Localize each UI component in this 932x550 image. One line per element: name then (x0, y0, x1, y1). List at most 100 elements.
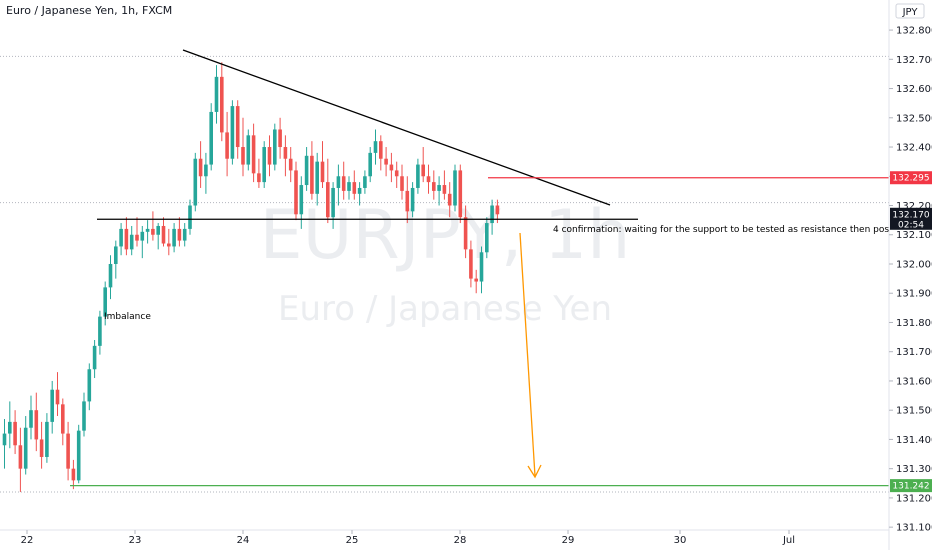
candle-body (172, 228, 176, 247)
candle (368, 147, 372, 183)
candle (421, 147, 425, 183)
watermark-name: Euro / Japanese Yen (278, 289, 612, 329)
y-tick-label: 131.400 (896, 435, 932, 446)
y-tick-label: 132.600 (896, 84, 932, 95)
price-tag-bg (890, 171, 932, 185)
candle-body (209, 111, 213, 165)
candle (490, 199, 494, 235)
candle-body (288, 158, 293, 171)
candle (288, 147, 293, 183)
candle-body (18, 445, 23, 469)
price-tag-bg (890, 207, 932, 230)
candle (135, 217, 139, 247)
candle (34, 392, 39, 452)
candle (214, 65, 219, 124)
candle (108, 255, 113, 300)
candle (267, 135, 272, 177)
candle (384, 147, 388, 177)
candle-body (469, 249, 473, 279)
candle-body (34, 410, 39, 440)
candle-body (2, 433, 7, 446)
candle-body (156, 225, 160, 235)
x-tick-label: 24 (237, 535, 250, 546)
candle-body (437, 185, 441, 191)
candles (2, 62, 500, 493)
watermark: EURJPY, 1h Euro / Japanese Yen (260, 196, 631, 329)
y-tick-label: 132.200 (896, 201, 932, 212)
x-tick-label: 28 (454, 535, 467, 546)
candle-body (453, 170, 457, 206)
candle-body (66, 433, 70, 469)
descending-trendline (182, 49, 611, 206)
candle (182, 223, 187, 247)
candle-body (283, 147, 288, 159)
candle (241, 117, 245, 177)
candle (119, 223, 123, 256)
candle-body (294, 170, 298, 215)
candle (479, 246, 484, 294)
candle (347, 176, 351, 200)
candle (294, 161, 298, 221)
candle (357, 182, 362, 206)
candle (145, 220, 150, 244)
y-tick-label: 131.200 (896, 493, 932, 504)
candle (55, 372, 60, 417)
time-axis[interactable]: 22 23 24 25 28 29 30 Jul (0, 529, 889, 546)
candle (209, 103, 213, 171)
candle-body (310, 155, 314, 194)
candle-body (320, 161, 325, 183)
candle-body (235, 106, 240, 148)
candle (129, 225, 134, 256)
candle-body (373, 141, 378, 153)
candle (61, 398, 65, 446)
candle (453, 164, 457, 212)
candle-body (363, 176, 367, 188)
y-tick-label: 131.900 (896, 289, 932, 300)
price-tag-bg (890, 479, 932, 493)
candle-body (474, 278, 478, 282)
candle (363, 170, 367, 194)
candle (87, 363, 92, 411)
annotation-confirmation: 4 confirmation: waiting for the support … (553, 225, 932, 235)
candle-body (108, 263, 113, 288)
candle (82, 392, 86, 437)
candle-body (416, 164, 420, 188)
candle-body (92, 345, 97, 370)
candle-body (267, 147, 272, 165)
candle-body (8, 421, 12, 434)
candle (469, 240, 473, 288)
candle-body (389, 164, 394, 171)
candle-body (82, 401, 86, 431)
candle-body (87, 369, 92, 402)
candle-body (13, 421, 17, 446)
candle (172, 223, 176, 253)
candle (410, 182, 415, 218)
candle-body (55, 389, 60, 405)
candle-body (262, 147, 266, 183)
candle (299, 176, 304, 229)
candle-body (299, 185, 304, 215)
currency-badge[interactable]: JPY (895, 3, 925, 19)
candle (29, 395, 33, 440)
candle (458, 164, 463, 224)
candle-body (50, 389, 54, 422)
candle-body (71, 468, 76, 481)
x-tick-label: Jul (782, 535, 795, 546)
candle (193, 152, 198, 212)
candle-body (426, 176, 431, 183)
x-tick-label: 23 (129, 535, 142, 546)
candle-body (119, 228, 123, 247)
candle-body (432, 182, 436, 191)
candle (23, 416, 28, 475)
y-tick-label: 131.600 (896, 376, 932, 387)
y-tick-label: 132.700 (896, 55, 932, 66)
currency-badge-label: JPY (902, 7, 919, 18)
candle-body (61, 404, 65, 434)
candle-body (331, 187, 335, 218)
annotation-imbalance: Imbalance (104, 312, 151, 322)
candle-body (76, 430, 81, 481)
price-axis[interactable]: 132.800132.700132.600132.500132.400132.3… (888, 0, 932, 550)
